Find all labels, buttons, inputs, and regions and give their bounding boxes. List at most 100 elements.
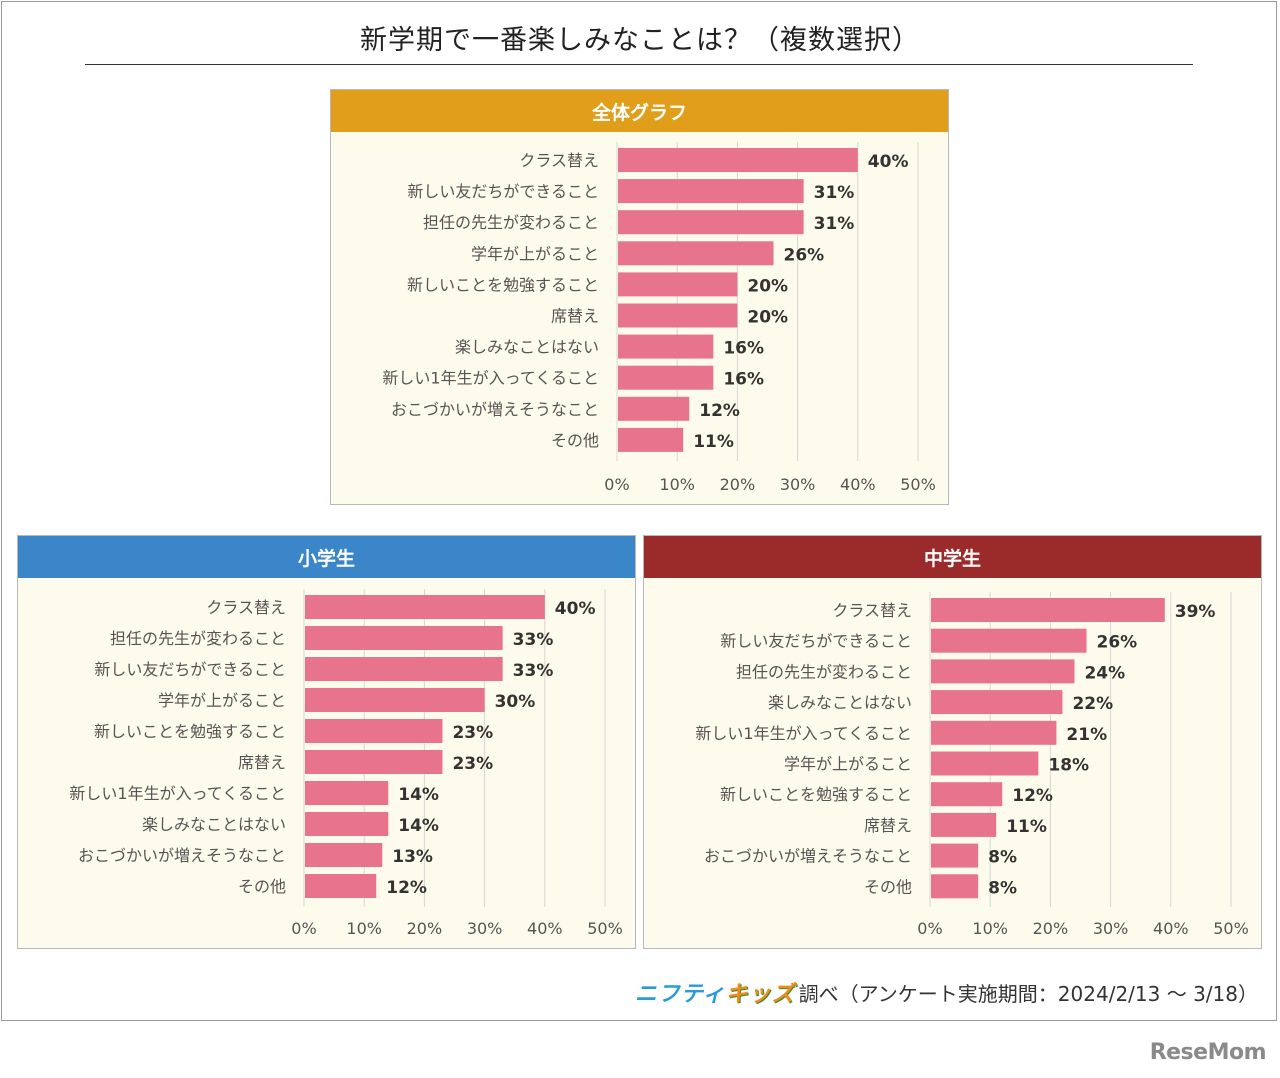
bar <box>931 690 1063 715</box>
data-label: 26% <box>1097 633 1138 653</box>
x-tick-label: 40% <box>840 475 876 494</box>
title-divider <box>85 64 1193 65</box>
x-tick-label: 10% <box>346 919 382 938</box>
bar <box>305 843 383 867</box>
data-label: 31% <box>814 183 855 203</box>
data-label: 11% <box>1006 817 1047 837</box>
bar <box>931 843 979 868</box>
panel-header-elementary: 小学生 <box>18 536 635 578</box>
data-label: 16% <box>723 370 764 390</box>
x-tick-label: 50% <box>900 475 936 494</box>
category-label: その他 <box>238 877 286 896</box>
bar <box>305 781 389 805</box>
bar <box>618 272 738 297</box>
category-label: 席替え <box>238 753 286 772</box>
category-label: おこづかいが増えそうなこと <box>78 846 286 865</box>
brand-logo-nifty: ニフティ <box>634 982 726 1007</box>
data-label: 8% <box>988 848 1017 868</box>
category-label: 担任の先生が変わること <box>736 662 912 681</box>
x-tick-label: 0% <box>917 919 942 938</box>
panel-header-overall: 全体グラフ <box>331 90 948 132</box>
bar <box>931 812 997 837</box>
bar <box>305 626 503 650</box>
category-label: クラス替え <box>519 151 599 170</box>
data-label: 16% <box>723 339 764 359</box>
data-label: 12% <box>699 401 740 421</box>
data-label: 39% <box>1175 602 1216 622</box>
category-label: クラス替え <box>206 598 286 617</box>
data-label: 23% <box>452 723 493 743</box>
bar <box>931 628 1087 653</box>
category-label: その他 <box>551 431 599 450</box>
data-label: 24% <box>1084 663 1125 683</box>
bar-chart-overall: 0% 10% 20% 30% 40% 50% クラス替え 40% 新しい友だちができること 31%… <box>382 142 936 494</box>
data-label: 26% <box>784 245 825 265</box>
category-label: 新しい1年生が入ってくること <box>695 724 912 743</box>
category-label: 新しい友だちができること <box>720 632 912 651</box>
bar <box>618 427 684 452</box>
data-label: 40% <box>555 599 596 619</box>
bar <box>305 719 443 743</box>
category-label: その他 <box>864 877 912 896</box>
data-label: 11% <box>693 432 734 452</box>
brand-logo-kids: キッズ <box>725 982 795 1007</box>
data-label: 20% <box>747 308 788 328</box>
data-label: 12% <box>386 878 427 898</box>
bar <box>931 782 1003 807</box>
bar <box>618 179 804 204</box>
category-label: 学年が上がること <box>471 244 599 263</box>
data-label: 30% <box>495 692 536 712</box>
category-label: クラス替え <box>832 601 912 620</box>
x-tick-label: 50% <box>587 919 623 938</box>
bar <box>931 720 1057 745</box>
category-label: 新しい1年生が入ってくること <box>382 369 599 388</box>
chart-panel-overall: 全体グラフ 0% 10% 20% 30% 40% 50% クラス替え 40% 新しい友だちができ… <box>330 89 949 505</box>
x-tick-label: 30% <box>780 475 816 494</box>
category-label: 新しいことを勉強すること <box>94 722 286 741</box>
category-label: 担任の先生が変わること <box>110 629 286 648</box>
data-label: 18% <box>1048 756 1089 776</box>
source-text: 調べ（アンケート実施期間：2024/2/13 〜 3/18） <box>798 982 1258 1006</box>
category-label: 新しい友だちができること <box>407 182 599 201</box>
bar <box>305 688 485 712</box>
x-tick-label: 50% <box>1213 919 1249 938</box>
chart-panel-elementary: 小学生 0% 10% 20% 30% 40% 50% クラス替え 40% 担任の先生が変わること… <box>17 535 636 949</box>
x-tick-label: 40% <box>527 919 563 938</box>
category-label: おこづかいが増えそうなこと <box>704 847 912 866</box>
category-label: 担任の先生が変わること <box>423 213 599 232</box>
category-label: 楽しみなことはない <box>142 815 286 834</box>
data-label: 31% <box>814 214 855 234</box>
category-label: 学年が上がること <box>158 691 286 710</box>
bar <box>931 874 979 899</box>
x-tick-label: 30% <box>1093 919 1129 938</box>
x-tick-label: 20% <box>1033 919 1069 938</box>
category-label: 新しい1年生が入ってくること <box>69 784 286 803</box>
data-label: 14% <box>398 785 439 805</box>
x-tick-label: 40% <box>1153 919 1189 938</box>
data-label: 14% <box>398 816 439 836</box>
x-tick-label: 20% <box>407 919 443 938</box>
page-title: 新学期で一番楽しみなことは？（複数選択） <box>360 25 920 56</box>
data-label: 40% <box>868 152 909 172</box>
bar <box>618 396 690 421</box>
x-tick-label: 20% <box>720 475 756 494</box>
data-label: 33% <box>513 630 554 650</box>
data-label: 33% <box>513 661 554 681</box>
bar <box>305 657 503 681</box>
category-label: 席替え <box>551 307 599 326</box>
watermark-logo: ReseMom <box>1149 1040 1267 1065</box>
panel-header-junior: 中学生 <box>644 536 1261 578</box>
bar <box>931 659 1075 684</box>
bar <box>931 598 1165 622</box>
category-label: 楽しみなことはない <box>455 338 599 357</box>
category-label: 新しいことを勉強すること <box>407 275 599 294</box>
bar <box>618 210 804 235</box>
bar-chart-elementary: 0% 10% 20% 30% 40% 50% クラス替え 40% 担任の先生が変わること 33% 新… <box>69 589 623 938</box>
chart-panel-junior: 中学生 0% 10% 20% 30% 40% 50% クラス替え 39% 新しい友だちができるこ… <box>643 535 1262 949</box>
bar <box>305 812 389 836</box>
data-label: 20% <box>747 276 788 296</box>
x-tick-label: 10% <box>972 919 1008 938</box>
bar <box>618 334 714 359</box>
x-tick-label: 0% <box>291 919 316 938</box>
data-label: 22% <box>1072 694 1113 714</box>
